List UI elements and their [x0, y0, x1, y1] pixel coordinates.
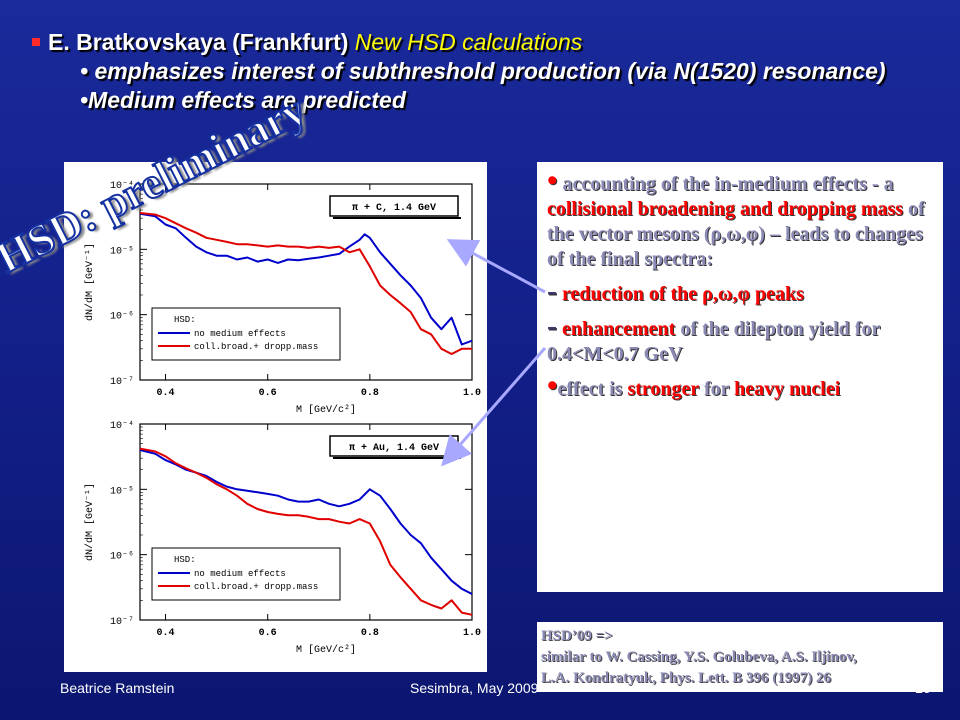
plot-panel: 0.4 0.6 0.8 1.0 10⁻⁴ 10⁻⁵ 10⁻⁶ 10⁻⁷ M [GeV/c²] dN…	[64, 162, 487, 672]
bullet-icon	[32, 37, 40, 46]
legend-label: no medium effects	[194, 329, 286, 339]
plot-title-box: π + Au, 1.4 GeV	[329, 435, 461, 459]
text-p3a: enhancement	[557, 318, 676, 340]
header-subtitle: New HSD calculations	[354, 29, 583, 55]
header-author: E. Bratkovskaya (Frankfurt)	[48, 29, 349, 55]
reference-text: HSD’09 => similar to W. Cassing, Y.S. Go…	[541, 626, 941, 689]
x-tick-label: 0.4	[157, 628, 175, 639]
callout-arrows	[441, 239, 547, 467]
bullet-icon: •	[547, 369, 558, 402]
plot-title: π + Au, 1.4 GeV	[349, 443, 439, 454]
text-panel	[537, 162, 943, 592]
y-tick-label: 10⁻⁵	[110, 486, 134, 497]
x-axis-label: M [GeV/c²]	[296, 644, 356, 656]
legend-label: no medium effects	[194, 569, 286, 579]
y-tick-label: 10⁻⁷	[110, 617, 134, 628]
legend: HSD: no medium effects coll.broad.+ dropp.…	[151, 307, 341, 361]
bullet-icon: •	[547, 164, 558, 197]
plot-frame	[139, 423, 473, 621]
x-tick-label: 1.0	[463, 388, 481, 399]
y-axis-label: dN/dM [GeV⁻¹]	[84, 243, 96, 321]
text-p1c: of the vector mesons (ρ,ω,φ) – leads to …	[547, 198, 925, 270]
y-tick-label: 10⁻⁶	[110, 552, 134, 563]
footer-page: 16	[915, 680, 931, 696]
text-p4c: for	[698, 378, 735, 400]
chart-1: 0.4 0.6 0.8 1.0 10⁻⁴ 10⁻⁵ 10⁻⁶ 10⁻⁷ M [GeV/c²] dN…	[84, 180, 481, 416]
x-axis-label: M [GeV/c²]	[296, 404, 356, 416]
paragraph-reduction: - reduction of the ρ,ω,φ peaks	[547, 276, 939, 307]
text-p2: reduction of the ρ,ω,φ peaks	[557, 283, 804, 305]
legend-label: coll.broad.+ dropp.mass	[194, 582, 318, 592]
legend-title: HSD:	[174, 555, 196, 565]
y-tick-label: 10⁻⁴	[110, 420, 134, 432]
y-tick-label: 10⁻⁶	[110, 312, 134, 323]
plot-frame	[139, 183, 473, 381]
y-tick-label: 10⁻⁴	[110, 180, 134, 192]
paragraph-medium-effects: • accounting of the in-medium effects - …	[547, 166, 939, 272]
reference-line-2: similar to W. Cassing, Y.S. Golubeva, A.…	[541, 649, 857, 665]
x-tick-label: 0.6	[259, 388, 277, 399]
header-line-3: •Medium effects are predicted	[80, 87, 406, 113]
footer-event: Sesimbra, May 2009	[410, 680, 539, 696]
x-tick-label: 1.0	[463, 628, 481, 639]
reference-panel	[537, 622, 943, 692]
plot-title: π + C, 1.4 GeV	[352, 203, 436, 214]
chart-2: 0.4 0.6 0.8 1.0 10⁻⁴ 10⁻⁵ 10⁻⁶ 10⁻⁷ M [GeV/c²] dN…	[84, 420, 481, 656]
text-p4a: effect is	[557, 378, 628, 400]
header: E. Bratkovskaya (Frankfurt) New HSD calc…	[30, 28, 960, 115]
plot-title-box: π + C, 1.4 GeV	[329, 195, 461, 219]
footer-author: Beatrice Ramstein	[60, 680, 175, 696]
legend-title: HSD:	[174, 315, 196, 325]
title-frame	[329, 195, 459, 217]
series-line-medium	[139, 212, 472, 355]
hsd-plots: 0.4 0.6 0.8 1.0 10⁻⁴ 10⁻⁵ 10⁻⁶ 10⁻⁷ M [GeV/c²] dN…	[84, 180, 481, 656]
text-p1b: collisional broadening and dropping mass	[547, 198, 904, 220]
paragraph-enhancement: - enhancement of the dilepton yield for …	[547, 311, 939, 367]
x-tick-label: 0.4	[157, 388, 175, 399]
text-p4b: stronger	[627, 378, 699, 400]
legend: HSD: no medium effects coll.broad.+ dropp.…	[151, 547, 341, 601]
y-tick-label: 10⁻⁷	[110, 377, 134, 388]
text-p4d: heavy nuclei	[734, 378, 841, 400]
header-line-1: E. Bratkovskaya (Frankfurt) New HSD calc…	[30, 28, 960, 57]
text-p3b: of the dilepton yield for 0.4<M<0.7 GeV	[547, 318, 880, 365]
dash-icon: -	[547, 274, 557, 307]
arrow-upper	[446, 239, 546, 294]
text-p1a: accounting of the in-medium effects - a	[562, 173, 894, 195]
dash-icon: -	[547, 309, 557, 342]
y-axis-label: dN/dM [GeV⁻¹]	[84, 483, 96, 561]
paragraph-heavy-nuclei: •effect is stronger for heavy nuclei	[547, 371, 939, 402]
series-line-no-medium	[139, 212, 473, 346]
legend-label: coll.broad.+ dropp.mass	[194, 342, 318, 352]
series-line-medium	[139, 447, 473, 616]
x-tick-label: 0.8	[361, 628, 379, 639]
reference-line-3: L.A. Kondratyuk, Phys. Lett. B 396 (1997…	[541, 670, 832, 686]
header-line-2: • emphasizes interest of subthreshold pr…	[80, 58, 886, 84]
text-panel-content: • accounting of the in-medium effects - …	[547, 166, 939, 408]
arrow-lower	[441, 347, 547, 467]
reference-line-1: HSD’09 =>	[541, 628, 613, 644]
y-tick-label: 10⁻⁵	[110, 246, 134, 257]
x-tick-label: 0.6	[259, 628, 277, 639]
x-tick-label: 0.8	[361, 388, 379, 399]
